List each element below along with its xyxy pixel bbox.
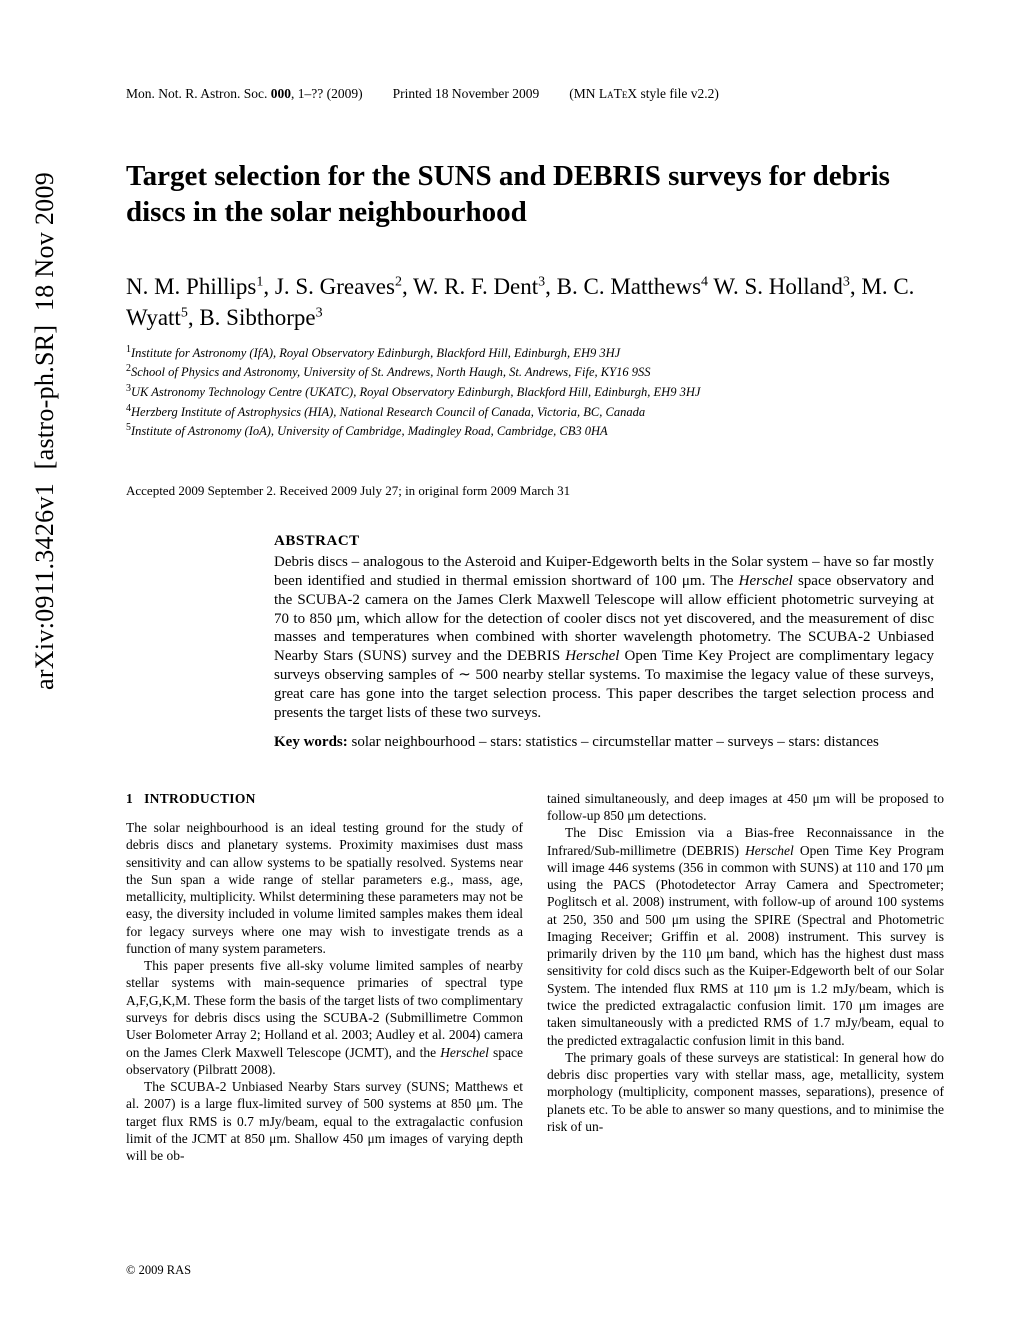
body-paragraph: The Disc Emission via a Bias-free Reconn… (547, 824, 944, 1048)
journal-header: Mon. Not. R. Astron. Soc. 000, 1–?? (200… (126, 86, 944, 102)
style-file: (MN LaTeX style file v2.2) (569, 86, 719, 102)
accepted-line: Accepted 2009 September 2. Received 2009… (126, 483, 944, 499)
arxiv-identifier: arXiv:0911.3426v1 [astro-ph.SR] 18 Nov 2… (30, 172, 60, 690)
keywords-line: Key words: solar neighbourhood – stars: … (274, 733, 934, 752)
copyright-footer: © 2009 RAS (126, 1263, 191, 1278)
journal-volume: 000 (271, 86, 291, 101)
left-column: 1 INTRODUCTION The solar neighbourhood i… (126, 790, 523, 1165)
keywords-label: Key words: (274, 734, 348, 750)
right-column: tained simultaneously, and deep images a… (547, 790, 944, 1165)
abstract-heading: ABSTRACT (274, 533, 934, 550)
journal-name: Mon. Not. R. Astron. Soc. 000, 1–?? (200… (126, 86, 363, 102)
affiliation-list: 1Institute for Astronomy (IfA), Royal Ob… (126, 343, 944, 441)
keywords-text: solar neighbourhood – stars: statistics … (348, 734, 879, 750)
arxiv-category: [astro-ph.SR] (30, 325, 59, 470)
body-paragraph: The primary goals of these surveys are s… (547, 1049, 944, 1135)
body-paragraph: This paper presents five all-sky volume … (126, 957, 523, 1078)
paper-title: Target selection for the SUNS and DEBRIS… (126, 158, 944, 231)
journal-pages: , 1–?? (2009) (291, 86, 363, 101)
body-paragraph: The solar neighbourhood is an ideal test… (126, 819, 523, 957)
section-heading: 1 INTRODUCTION (126, 790, 523, 807)
page-content: Mon. Not. R. Astron. Soc. 000, 1–?? (200… (0, 0, 1020, 1204)
abstract-text: Debris discs – analogous to the Asteroid… (274, 553, 934, 723)
abstract-block: ABSTRACT Debris discs – analogous to the… (274, 533, 934, 752)
body-columns: 1 INTRODUCTION The solar neighbourhood i… (126, 790, 944, 1165)
author-list: N. M. Phillips1, J. S. Greaves2, W. R. F… (126, 271, 944, 333)
arxiv-id: arXiv:0911.3426v1 (30, 483, 59, 690)
printed-date: Printed 18 November 2009 (393, 86, 540, 102)
body-paragraph: The SCUBA-2 Unbiased Nearby Stars survey… (126, 1078, 523, 1164)
arxiv-date: 18 Nov 2009 (30, 172, 59, 311)
body-paragraph: tained simultaneously, and deep images a… (547, 790, 944, 825)
